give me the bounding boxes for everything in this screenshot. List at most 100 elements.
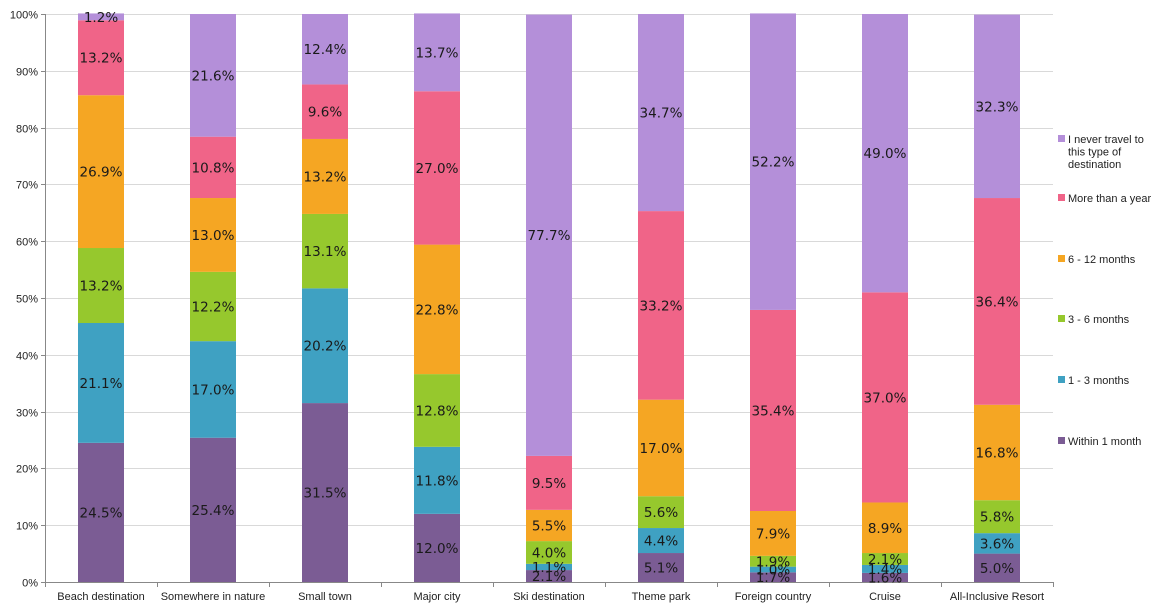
data-label: 1.0% (756, 563, 790, 579)
bars (78, 13, 1020, 582)
data-label: 21.1% (80, 376, 123, 392)
bar-segment (750, 309, 796, 511)
bar-segment (78, 248, 124, 323)
data-label: 27.0% (416, 161, 459, 177)
legend-label: 6 - 12 months (1068, 254, 1136, 266)
bar-segment (862, 553, 908, 565)
bar-segment (78, 95, 124, 249)
data-label: 34.7% (640, 106, 683, 122)
bar-segment (526, 14, 572, 456)
bar-segment (526, 563, 572, 571)
bar-segment (526, 541, 572, 564)
data-label: 1.6% (868, 570, 902, 586)
data-label: 5.8% (980, 510, 1014, 526)
bar-segment (974, 198, 1020, 405)
y-tick-label: 10% (16, 521, 38, 533)
bar-segment (862, 292, 908, 503)
bar-segment (78, 13, 124, 21)
bar-segment (78, 20, 124, 96)
data-label: 1.2% (84, 10, 118, 26)
bar-segment (974, 553, 1020, 582)
legend-swatch (1058, 437, 1065, 444)
data-label: 12.8% (416, 403, 459, 419)
data-label: 21.6% (192, 68, 235, 84)
data-label: 12.0% (416, 541, 459, 557)
bar-segment (974, 14, 1020, 199)
data-label: 17.0% (640, 441, 683, 457)
bar-segment (302, 14, 348, 85)
bar-segment (862, 564, 908, 573)
data-label: 37.0% (864, 390, 907, 406)
legend: I never travel to this type of destination… (1058, 134, 1151, 448)
legend-label: More than a year (1068, 193, 1151, 205)
data-label: 33.2% (640, 298, 683, 314)
x-tick-label: Small town (298, 591, 352, 603)
data-label: 24.5% (80, 505, 123, 521)
bar-segment (302, 84, 348, 139)
y-tick-label: 20% (16, 464, 38, 476)
data-label: 10.8% (192, 160, 235, 176)
bar-segment (862, 572, 908, 582)
data-label: 17.0% (192, 382, 235, 398)
y-tick-label: 100% (10, 10, 38, 22)
legend-label: 1 - 3 months (1068, 375, 1130, 387)
data-label: 22.8% (416, 302, 459, 318)
data-label: 8.9% (868, 521, 902, 537)
data-labels: 24.5% 21.1% 13.2% 26.9% 13.2% 1.2% 25.4% 17.0% 1… (80, 10, 1019, 587)
data-label: 2.1% (532, 569, 566, 585)
data-label: 5.0% (980, 561, 1014, 577)
x-tick-label: Major city (413, 591, 461, 603)
data-label: 12.4% (304, 42, 347, 58)
y-tick-label: 90% (16, 67, 38, 79)
x-tick-label: Somewhere in nature (161, 591, 266, 603)
y-tick-label: 50% (16, 294, 38, 306)
data-label: 4.0% (532, 545, 566, 561)
bar-segment (190, 198, 236, 272)
data-label: 13.2% (80, 279, 123, 295)
data-label: 13.1% (304, 244, 347, 260)
data-label: 5.6% (644, 505, 678, 521)
data-label: 1.9% (756, 554, 790, 570)
x-tick-label: Beach destination (57, 591, 144, 603)
legend-swatch (1058, 315, 1065, 322)
data-label: 26.9% (80, 165, 123, 181)
data-label: 16.8% (976, 445, 1019, 461)
bar-segment (750, 13, 796, 310)
bar-segment (638, 496, 684, 529)
data-label: 36.4% (976, 294, 1019, 310)
x-tick-label: Cruise (869, 591, 901, 603)
data-label: 32.3% (976, 99, 1019, 115)
bar-segment (526, 570, 572, 582)
data-label: 49.0% (864, 146, 907, 162)
bar-segment (78, 322, 124, 443)
legend-label-line: I never travel to (1068, 134, 1144, 146)
bar-segment (190, 14, 236, 137)
bar-segment (414, 513, 460, 582)
data-label: 13.2% (80, 51, 123, 67)
data-label: 25.4% (192, 503, 235, 519)
data-label: 1.7% (756, 570, 790, 586)
legend-label-line: Within 1 month (1068, 436, 1141, 448)
data-label: 9.5% (532, 476, 566, 492)
bar-segment (302, 288, 348, 404)
data-label: 7.9% (756, 526, 790, 542)
bar-segment (414, 374, 460, 447)
legend-label: 3 - 6 months (1068, 314, 1130, 326)
data-label: 5.5% (532, 518, 566, 534)
bar-segment (974, 500, 1020, 534)
x-tick-label: Theme park (632, 591, 691, 603)
data-label: 35.4% (752, 403, 795, 419)
bar-segment (190, 341, 236, 438)
bar-segment (414, 91, 460, 245)
bar-segment (750, 555, 796, 567)
bar-segment (190, 437, 236, 582)
bar-segment (862, 502, 908, 554)
legend-label-line: 1 - 3 months (1068, 375, 1130, 387)
data-label: 13.2% (304, 169, 347, 185)
bar-segment (78, 442, 124, 582)
bar-segment (302, 138, 348, 214)
bar-segment (750, 572, 796, 582)
legend-swatch (1058, 194, 1065, 201)
